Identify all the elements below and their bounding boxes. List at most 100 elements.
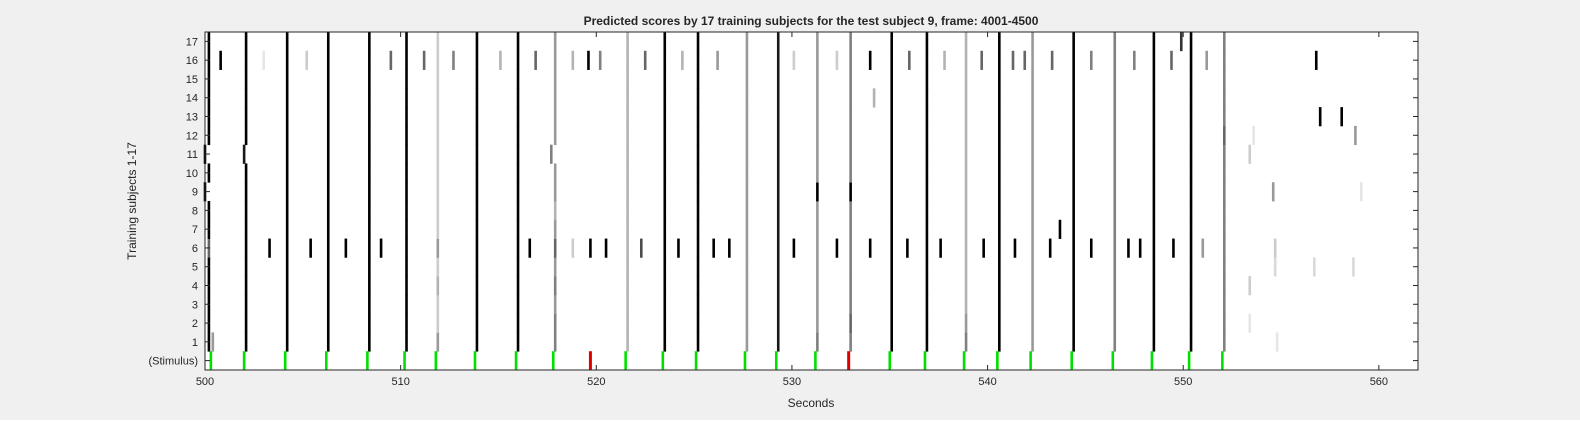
score-cell-subject-7	[849, 219, 852, 239]
score-cell-subject-2	[816, 313, 819, 333]
score-cell-subject-7	[436, 219, 440, 239]
score-cell-subject-16	[405, 50, 408, 70]
y-tick-label: (Stimulus)	[148, 356, 198, 368]
score-cell-subject-11	[964, 144, 968, 164]
score-cell-subject-1	[285, 332, 289, 352]
score-cell-subject-4	[1113, 276, 1117, 296]
score-cell-subject-12	[1223, 125, 1226, 146]
score-cell-subject-4	[436, 276, 440, 296]
score-cell-subject-4	[368, 276, 371, 296]
score-cell-subject-3	[368, 294, 371, 315]
score-cell-subject-3	[849, 294, 852, 315]
stimulus-markers	[209, 351, 1224, 370]
stimulus-marker-green	[242, 351, 246, 370]
score-cell-subject-12	[475, 125, 479, 146]
score-cell-subject-6	[1013, 238, 1017, 258]
score-cell-subject-17	[1031, 32, 1034, 52]
score-cell-subject-2	[849, 313, 852, 333]
stimulus-marker-green	[888, 351, 892, 370]
score-cell-subject-6	[604, 238, 608, 258]
score-cell-subject-13	[475, 107, 479, 127]
score-cell-subject-15	[964, 69, 968, 89]
score-cell-subject-8	[925, 201, 929, 221]
score-cell-subject-10	[285, 163, 289, 183]
score-cell-subject-9	[368, 182, 371, 202]
score-cell-subject-16	[716, 50, 719, 70]
score-cell-subject-16	[868, 50, 872, 70]
score-cell-subject-17	[849, 32, 852, 52]
score-cell-subject-7	[1072, 219, 1075, 239]
y-axis-label: Training subjects 1-17	[125, 142, 139, 260]
score-cell-subject-16	[835, 50, 839, 70]
y-tick-label: 9	[192, 187, 198, 199]
score-cell-subject-1	[1223, 332, 1226, 352]
score-cell-subject-9	[244, 182, 248, 202]
score-cell-subject-13	[285, 107, 289, 127]
score-cell-subject-13	[1189, 107, 1193, 127]
score-cell-subject-6	[868, 238, 872, 258]
score-cell-subject-16	[1089, 50, 1093, 70]
stimulus-marker-red	[588, 351, 592, 370]
score-cell-subject-12	[998, 125, 1001, 146]
score-cell-subject-13	[890, 107, 894, 127]
score-cell-subject-6	[268, 238, 271, 258]
score-cell-subject-17	[1152, 32, 1156, 52]
score-cell-subject-16	[1152, 50, 1156, 70]
score-cell-subject-10	[405, 163, 408, 183]
score-cell-subject-5	[1273, 257, 1277, 277]
score-cell-subject-1	[816, 332, 819, 352]
score-cell-subject-13	[436, 107, 440, 127]
score-cell-subject-14	[436, 88, 440, 108]
score-cell-subject-12	[1189, 125, 1193, 146]
score-cell-subject-11	[849, 144, 852, 164]
stimulus-marker-green	[514, 351, 518, 370]
score-cell-subject-12	[890, 125, 894, 146]
score-cell-subject-6	[368, 238, 371, 258]
score-cell-subject-12	[925, 125, 929, 146]
score-cell-subject-8	[1189, 201, 1193, 221]
score-cell-subject-9	[696, 182, 700, 202]
score-cell-subject-11	[925, 144, 929, 164]
score-cell-subject-12	[776, 125, 780, 146]
stimulus-marker-green	[403, 351, 406, 370]
score-cell-subject-13	[696, 107, 700, 127]
score-cell-subject-10	[553, 163, 557, 183]
score-cell-subject-4	[516, 276, 520, 296]
score-cell-subject-1	[553, 332, 557, 352]
score-cell-subject-8	[405, 201, 408, 221]
score-cell-subject-1	[998, 332, 1001, 352]
score-cell-subject-12	[1113, 125, 1117, 146]
score-cell-subject-12	[1252, 125, 1255, 146]
score-cell-subject-2	[368, 313, 371, 333]
score-cell-subject-3	[998, 294, 1001, 315]
score-cell-subject-9	[553, 182, 557, 202]
score-cell-subject-2	[745, 313, 749, 333]
stimulus-marker-green	[1029, 351, 1032, 370]
score-cell-subject-11	[242, 144, 246, 164]
score-cell-subject-16	[643, 50, 647, 70]
score-cell-subject-16	[1205, 50, 1208, 70]
score-cell-subject-16	[244, 50, 248, 70]
score-cell-subject-15	[816, 69, 819, 89]
score-cell-subject-14	[475, 88, 479, 108]
stimulus-marker-green	[473, 351, 477, 370]
score-cell-subject-9	[285, 182, 289, 202]
score-cell-subject-6	[571, 238, 575, 258]
score-cell-subject-14	[244, 88, 248, 108]
score-cell-subject-2	[1113, 313, 1117, 333]
stimulus-marker-green	[694, 351, 698, 370]
plot-area	[205, 32, 1418, 370]
score-cell-subject-4	[1031, 276, 1034, 296]
score-cell-subject-6	[663, 238, 667, 258]
score-cell-subject-1	[211, 332, 215, 352]
stimulus-marker-green	[743, 351, 747, 370]
y-tick-label: 5	[192, 262, 198, 274]
score-cell-subject-16	[908, 50, 911, 70]
score-cell-subject-17	[964, 32, 968, 52]
score-cell-subject-5	[475, 257, 479, 277]
score-cell-subject-16	[1113, 50, 1117, 70]
y-tick-label: 10	[186, 168, 198, 180]
score-cell-subject-10	[626, 163, 629, 183]
score-cell-subject-16	[1031, 50, 1034, 70]
score-cell-subject-16	[663, 50, 667, 70]
